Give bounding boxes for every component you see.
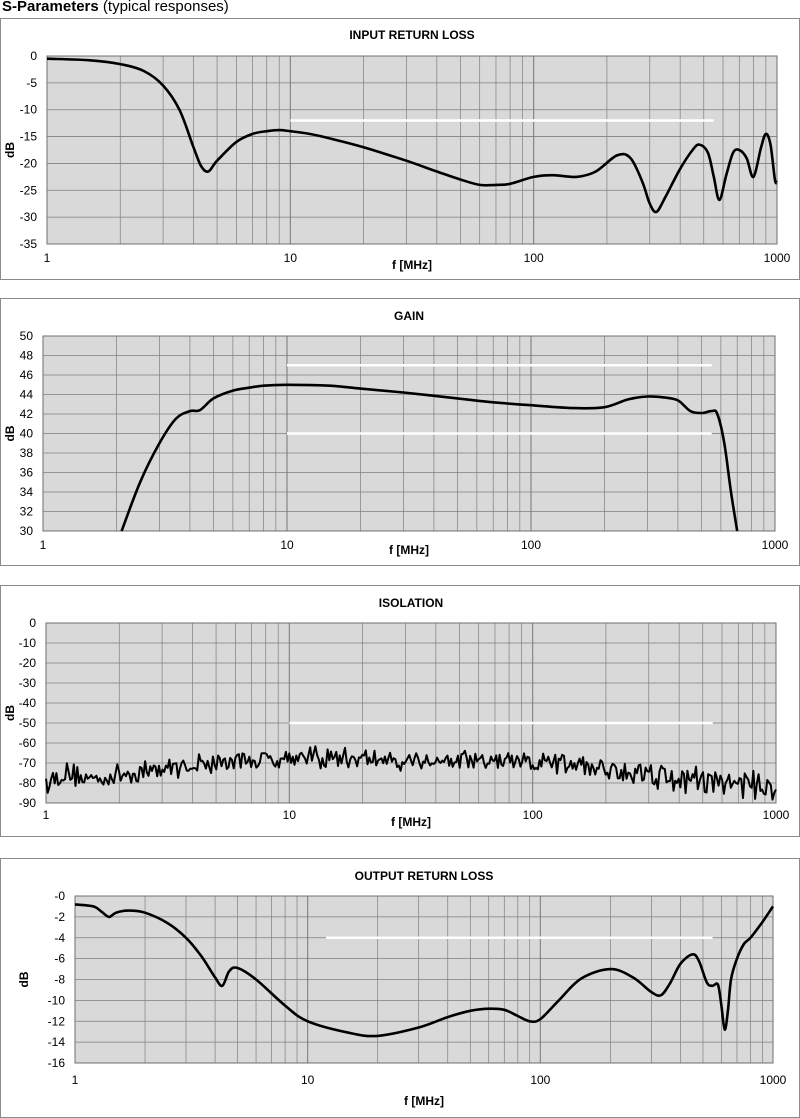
chart-title: ISOLATION bbox=[379, 596, 443, 610]
input-return-loss-svg: INPUT RETURN LOSS 0 -5 -10 -15 -20 -25 -30 -35 1 1… bbox=[3, 28, 791, 272]
y-tick-label: 40 bbox=[20, 427, 34, 441]
y-tick-label: -30 bbox=[20, 210, 38, 224]
x-tick-label: 100 bbox=[524, 251, 544, 265]
y-tick-label: -35 bbox=[20, 237, 38, 251]
y-tick-label: 46 bbox=[20, 368, 34, 382]
x-tick-label: 100 bbox=[523, 808, 543, 822]
plot-area bbox=[47, 56, 777, 244]
y-tick-label: -25 bbox=[20, 183, 38, 197]
y-axis-label: dB bbox=[3, 425, 17, 441]
x-tick-label: 1000 bbox=[764, 251, 791, 265]
y-tick-label: -4 bbox=[54, 931, 65, 945]
y-tick-label: 36 bbox=[20, 466, 34, 480]
y-tick-label: -5 bbox=[26, 76, 37, 90]
x-tick-label: 10 bbox=[284, 251, 298, 265]
x-tick-label: 10 bbox=[283, 808, 297, 822]
x-tick-label: 1 bbox=[72, 1073, 79, 1087]
plot-area bbox=[46, 623, 776, 803]
y-tick-label: 0 bbox=[30, 49, 37, 63]
x-tick-label: 100 bbox=[521, 538, 541, 552]
y-tick-label: -12 bbox=[48, 1014, 66, 1028]
y-axis-label: dB bbox=[17, 971, 31, 987]
y-axis-label: dB bbox=[3, 142, 17, 158]
output-return-loss-svg: OUTPUT RETURN LOSS -0 -2 -4 -6 -8 -10 -12 -14 -16… bbox=[17, 869, 787, 1108]
x-tick-label: 1000 bbox=[762, 538, 789, 552]
y-tick-label: -20 bbox=[20, 156, 38, 170]
series-line bbox=[46, 57, 779, 214]
y-tick-label: 34 bbox=[20, 485, 34, 499]
series-line bbox=[74, 903, 775, 1038]
y-tick-label: -90 bbox=[19, 796, 37, 810]
gain-svg: GAIN 30 32 34 36 38 40 42 44 46 48 50 1 10 100 1000 f [M… bbox=[3, 309, 789, 557]
y-tick-label: -70 bbox=[19, 756, 37, 770]
y-tick-label: -2 bbox=[54, 910, 65, 924]
chart-title: GAIN bbox=[394, 309, 424, 323]
y-tick-label: -60 bbox=[19, 736, 37, 750]
x-tick-label: 1 bbox=[43, 808, 50, 822]
y-tick-label: 38 bbox=[20, 446, 34, 460]
y-tick-label: 50 bbox=[20, 329, 34, 343]
y-tick-label: 32 bbox=[20, 505, 34, 519]
y-tick-label: -14 bbox=[48, 1035, 66, 1049]
page-title: S-Parameters (typical responses) bbox=[2, 0, 229, 15]
y-tick-label: 44 bbox=[20, 388, 34, 402]
x-tick-label: 10 bbox=[280, 538, 294, 552]
x-axis-label: f [MHz] bbox=[391, 815, 431, 829]
page-title-subtitle: (typical responses) bbox=[98, 0, 229, 15]
isolation-svg: ISOLATION 0 -10 -20 -30 -40 -50 -60 -70 -80 -90 1 10… bbox=[3, 596, 790, 829]
plot-frame bbox=[42, 335, 776, 532]
chart-title: OUTPUT RETURN LOSS bbox=[355, 869, 494, 883]
y-tick-label: -10 bbox=[19, 636, 37, 650]
x-axis-label: f [MHz] bbox=[389, 543, 429, 557]
x-tick-label: 1 bbox=[40, 538, 47, 552]
plot-frame bbox=[74, 895, 774, 1064]
y-tick-label: -80 bbox=[19, 776, 37, 790]
x-tick-label: 1 bbox=[44, 251, 51, 265]
x-tick-label: 100 bbox=[530, 1073, 550, 1087]
series-line bbox=[45, 745, 777, 801]
plot-frame bbox=[46, 55, 778, 245]
y-tick-label: -30 bbox=[19, 676, 37, 690]
y-tick-label: -8 bbox=[54, 973, 65, 987]
x-tick-label: 1000 bbox=[760, 1073, 787, 1087]
x-tick-label: 10 bbox=[301, 1073, 315, 1087]
y-tick-label: 42 bbox=[20, 407, 34, 421]
y-tick-label: -20 bbox=[19, 656, 37, 670]
chart-title: INPUT RETURN LOSS bbox=[349, 28, 474, 42]
isolation-chart: ISOLATION 0 -10 -20 -30 -40 -50 -60 -70 -80 -90 1 10… bbox=[0, 585, 800, 837]
series-line bbox=[120, 383, 739, 532]
y-tick-label: -10 bbox=[48, 993, 66, 1007]
y-tick-label: -50 bbox=[19, 716, 37, 730]
y-tick-label: -0 bbox=[54, 889, 65, 903]
y-tick-label: -6 bbox=[54, 952, 65, 966]
y-tick-label: -40 bbox=[19, 696, 37, 710]
x-axis-label: f [MHz] bbox=[404, 1094, 444, 1108]
y-axis-label: dB bbox=[3, 705, 17, 721]
y-tick-label: -15 bbox=[20, 130, 38, 144]
page-title-bold: S-Parameters bbox=[2, 0, 99, 15]
gain-chart: GAIN 30 32 34 36 38 40 42 44 46 48 50 1 10 100 1000 f [M… bbox=[0, 298, 800, 566]
y-tick-label: 0 bbox=[29, 616, 36, 630]
y-tick-label: 30 bbox=[20, 524, 34, 538]
y-tick-label: -10 bbox=[20, 103, 38, 117]
output-return-loss-chart: OUTPUT RETURN LOSS -0 -2 -4 -6 -8 -10 -12 -14 -16… bbox=[0, 858, 800, 1118]
x-tick-label: 1000 bbox=[763, 808, 790, 822]
input-return-loss-chart: INPUT RETURN LOSS 0 -5 -10 -15 -20 -25 -30 -35 1 1… bbox=[0, 18, 800, 280]
y-tick-label: 48 bbox=[20, 349, 34, 363]
x-axis-label: f [MHz] bbox=[392, 258, 432, 272]
y-tick-label: -16 bbox=[48, 1056, 66, 1070]
plot-frame bbox=[45, 622, 777, 804]
